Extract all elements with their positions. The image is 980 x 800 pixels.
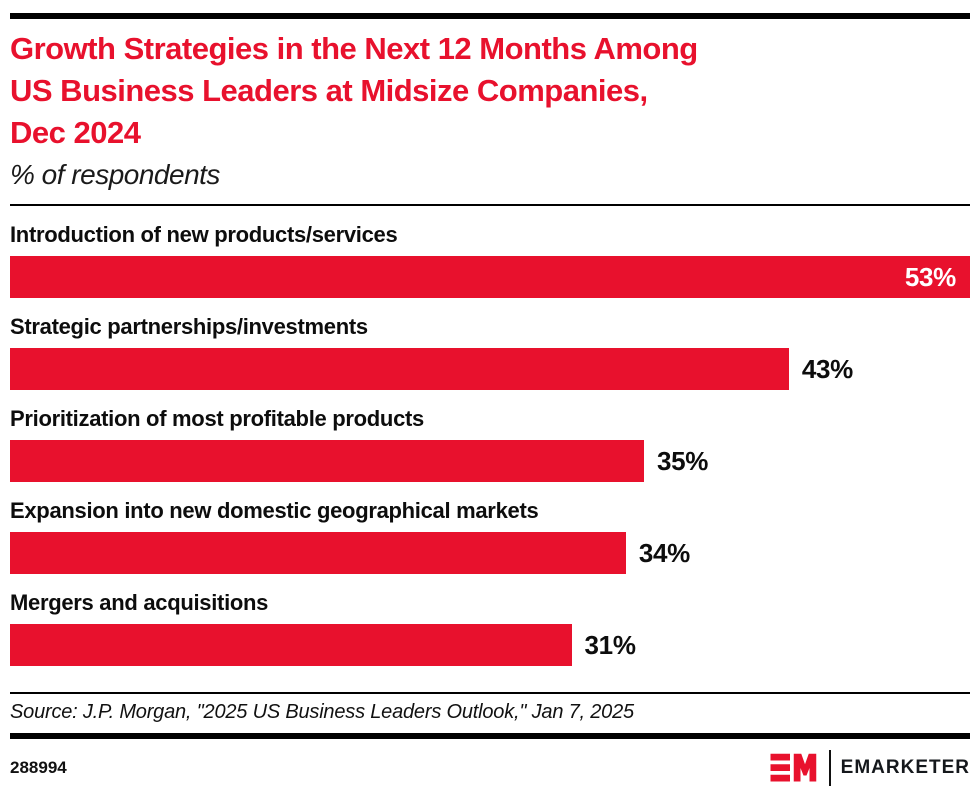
bar-row: Mergers and acquisitions 31% <box>10 590 970 666</box>
value-label: 31% <box>584 629 636 660</box>
chart-title: Growth Strategies in the Next 12 Months … <box>10 28 970 154</box>
chart-page: Growth Strategies in the Next 12 Months … <box>0 13 980 786</box>
bar-line: 53% <box>10 256 970 298</box>
value-label: 34% <box>638 537 690 568</box>
value-label: 53% <box>904 261 956 292</box>
footer: 288994 EMARKETER <box>10 750 970 786</box>
chart-title-line-3: Dec 2024 <box>10 115 141 150</box>
category-label: Introduction of new products/services <box>10 222 398 247</box>
value-label: 43% <box>801 353 853 384</box>
category-label: Strategic partnerships/investments <box>10 314 368 339</box>
logo-wordmark: EMARKETER <box>840 757 970 778</box>
bar-row: Expansion into new domestic geographical… <box>10 498 970 574</box>
bar <box>10 532 626 574</box>
source-note: Source: J.P. Morgan, "2025 US Business L… <box>10 701 634 723</box>
category-label: Prioritization of most profitable produc… <box>10 406 424 431</box>
header-divider <box>10 204 970 206</box>
source-divider <box>10 692 970 694</box>
emarketer-logo: EMARKETER <box>769 750 970 786</box>
em-monogram-icon <box>770 753 816 782</box>
bar <box>10 348 789 390</box>
category-label: Expansion into new domestic geographical… <box>10 498 539 523</box>
bar-row: Prioritization of most profitable produc… <box>10 406 970 482</box>
bar-row: Introduction of new products/services 53… <box>10 222 970 298</box>
bar-line: 34% <box>10 532 970 574</box>
chart-id: 288994 <box>10 758 67 777</box>
chart-title-line-2: US Business Leaders at Midsize Companies… <box>10 73 648 108</box>
bar-row: Strategic partnerships/investments 43% <box>10 314 970 390</box>
chart-subtitle: % of respondents <box>10 159 220 190</box>
bar-line: 43% <box>10 348 970 390</box>
footer-rule <box>10 733 970 739</box>
bar <box>10 440 644 482</box>
bar <box>10 624 572 666</box>
category-label: Mergers and acquisitions <box>10 590 269 615</box>
value-label: 35% <box>656 445 709 476</box>
bar: 53% <box>10 256 970 298</box>
bar-line: 31% <box>10 624 970 666</box>
top-rule <box>10 13 970 19</box>
chart-title-line-1: Growth Strategies in the Next 12 Months … <box>10 31 698 66</box>
bar-line: 35% <box>10 440 970 482</box>
logo-divider <box>828 750 831 786</box>
bar-chart: Introduction of new products/services 53… <box>10 222 970 666</box>
